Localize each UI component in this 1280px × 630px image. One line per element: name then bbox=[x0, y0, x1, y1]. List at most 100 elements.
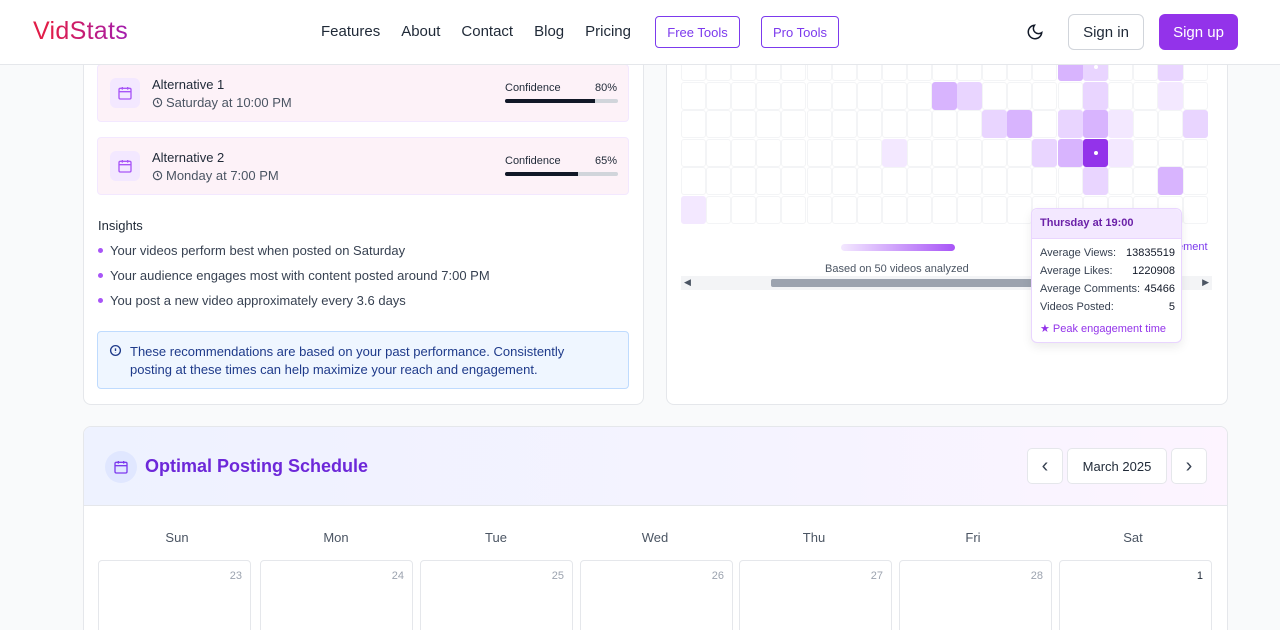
heatmap-cell[interactable] bbox=[1007, 195, 1033, 224]
heatmap-cell[interactable] bbox=[831, 167, 857, 195]
heatmap-cell[interactable] bbox=[1157, 167, 1183, 195]
heatmap-cell[interactable] bbox=[856, 195, 882, 224]
heatmap-cell[interactable] bbox=[831, 81, 857, 110]
heatmap-cell[interactable] bbox=[1007, 110, 1033, 138]
heatmap-cell[interactable] bbox=[1057, 110, 1083, 138]
heatmap-cell[interactable] bbox=[756, 138, 782, 167]
heatmap-cell[interactable] bbox=[982, 138, 1008, 167]
heatmap-cell[interactable] bbox=[881, 167, 907, 195]
heatmap-cell[interactable] bbox=[1183, 138, 1208, 167]
heatmap-cell[interactable] bbox=[957, 110, 983, 138]
heatmap-cell[interactable] bbox=[1007, 138, 1033, 167]
calendar-day[interactable]: 23 bbox=[98, 560, 251, 630]
sign-up-button[interactable]: Sign up bbox=[1159, 14, 1238, 50]
heatmap-cell[interactable] bbox=[881, 138, 907, 167]
heatmap-cell[interactable] bbox=[681, 195, 706, 224]
heatmap-cell[interactable] bbox=[906, 81, 932, 110]
heatmap-cell[interactable] bbox=[1057, 167, 1083, 195]
heatmap-cell[interactable] bbox=[806, 195, 832, 224]
heatmap-cell[interactable] bbox=[1082, 110, 1108, 138]
heatmap-cell[interactable] bbox=[906, 110, 932, 138]
heatmap-cell[interactable] bbox=[881, 81, 907, 110]
heatmap-cell[interactable] bbox=[1082, 138, 1108, 167]
heatmap-cell[interactable] bbox=[856, 110, 882, 138]
heatmap-cell[interactable] bbox=[982, 110, 1008, 138]
heatmap-cell[interactable] bbox=[957, 195, 983, 224]
heatmap-cell[interactable] bbox=[1132, 110, 1158, 138]
heatmap-cell[interactable] bbox=[781, 167, 807, 195]
heatmap-cell[interactable] bbox=[906, 167, 932, 195]
heatmap-cell[interactable] bbox=[1057, 138, 1083, 167]
heatmap-cell[interactable] bbox=[1107, 167, 1133, 195]
heatmap-cell[interactable] bbox=[856, 167, 882, 195]
heatmap-cell[interactable] bbox=[1132, 138, 1158, 167]
heatmap-cell[interactable] bbox=[1157, 138, 1183, 167]
heatmap-cell[interactable] bbox=[932, 195, 957, 224]
heatmap-cell[interactable] bbox=[681, 81, 706, 110]
heatmap-cell[interactable] bbox=[1007, 81, 1033, 110]
heatmap-cell[interactable] bbox=[806, 167, 832, 195]
theme-toggle-button[interactable] bbox=[1016, 14, 1054, 50]
heatmap-cell[interactable] bbox=[806, 110, 832, 138]
heatmap-cell[interactable] bbox=[957, 138, 983, 167]
nav-features[interactable]: Features bbox=[321, 23, 381, 40]
heatmap-cell[interactable] bbox=[856, 81, 882, 110]
nav-about[interactable]: About bbox=[401, 23, 441, 40]
heatmap-cell[interactable] bbox=[1183, 110, 1208, 138]
heatmap-cell[interactable] bbox=[982, 167, 1008, 195]
heatmap-cell[interactable] bbox=[932, 81, 957, 110]
heatmap-cell[interactable] bbox=[781, 81, 807, 110]
calendar-day-current-month[interactable]: 1 bbox=[1059, 560, 1212, 630]
heatmap-cell[interactable] bbox=[1183, 167, 1208, 195]
heatmap-cell[interactable] bbox=[932, 110, 957, 138]
nav-blog[interactable]: Blog bbox=[534, 23, 565, 40]
heatmap-cell[interactable] bbox=[881, 110, 907, 138]
heatmap-cell[interactable] bbox=[731, 81, 757, 110]
heatmap-cell[interactable] bbox=[1032, 81, 1058, 110]
heatmap-cell[interactable] bbox=[756, 81, 782, 110]
heatmap-cell[interactable] bbox=[706, 138, 732, 167]
heatmap-cell[interactable] bbox=[1107, 81, 1133, 110]
nav-pricing[interactable]: Pricing bbox=[585, 23, 631, 40]
heatmap-cell[interactable] bbox=[681, 167, 706, 195]
calendar-day[interactable]: 27 bbox=[739, 560, 892, 630]
scroll-right-icon[interactable]: ▶ bbox=[1202, 277, 1209, 287]
calendar-day[interactable]: 24 bbox=[260, 560, 413, 630]
calendar-day[interactable]: 26 bbox=[580, 560, 733, 630]
heatmap-cell[interactable] bbox=[982, 81, 1008, 110]
heatmap-cell[interactable] bbox=[731, 138, 757, 167]
nav-contact[interactable]: Contact bbox=[461, 23, 514, 40]
heatmap-cell[interactable] bbox=[1132, 81, 1158, 110]
heatmap-cell[interactable] bbox=[1157, 110, 1183, 138]
scroll-left-icon[interactable]: ◀ bbox=[684, 277, 691, 287]
heatmap-cell[interactable] bbox=[1082, 167, 1108, 195]
prev-month-button[interactable]: ‹ bbox=[1027, 448, 1063, 484]
heatmap-cell[interactable] bbox=[881, 195, 907, 224]
heatmap-cell[interactable] bbox=[806, 81, 832, 110]
calendar-day[interactable]: 25 bbox=[420, 560, 573, 630]
heatmap-cell[interactable] bbox=[1183, 81, 1208, 110]
heatmap-cell[interactable] bbox=[781, 110, 807, 138]
heatmap-cell[interactable] bbox=[831, 195, 857, 224]
heatmap-cell[interactable] bbox=[831, 138, 857, 167]
heatmap-cell[interactable] bbox=[681, 110, 706, 138]
heatmap-cell[interactable] bbox=[906, 195, 932, 224]
heatmap-cell[interactable] bbox=[906, 138, 932, 167]
heatmap-cell[interactable] bbox=[932, 138, 957, 167]
sign-in-button[interactable]: Sign in bbox=[1068, 14, 1144, 50]
free-tools-button[interactable]: Free Tools bbox=[655, 16, 740, 48]
heatmap-cell[interactable] bbox=[731, 167, 757, 195]
heatmap-cell[interactable] bbox=[957, 167, 983, 195]
heatmap-cell[interactable] bbox=[1007, 167, 1033, 195]
heatmap-cell[interactable] bbox=[1032, 167, 1058, 195]
heatmap-cell[interactable] bbox=[831, 110, 857, 138]
heatmap-cell[interactable] bbox=[856, 138, 882, 167]
next-month-button[interactable]: › bbox=[1171, 448, 1207, 484]
heatmap-cell[interactable] bbox=[781, 195, 807, 224]
heatmap-cell[interactable] bbox=[706, 195, 732, 224]
heatmap-cell[interactable] bbox=[706, 167, 732, 195]
heatmap-cell[interactable] bbox=[731, 195, 757, 224]
heatmap-cell[interactable] bbox=[706, 81, 732, 110]
heatmap-cell[interactable] bbox=[781, 138, 807, 167]
heatmap-cell[interactable] bbox=[1132, 167, 1158, 195]
